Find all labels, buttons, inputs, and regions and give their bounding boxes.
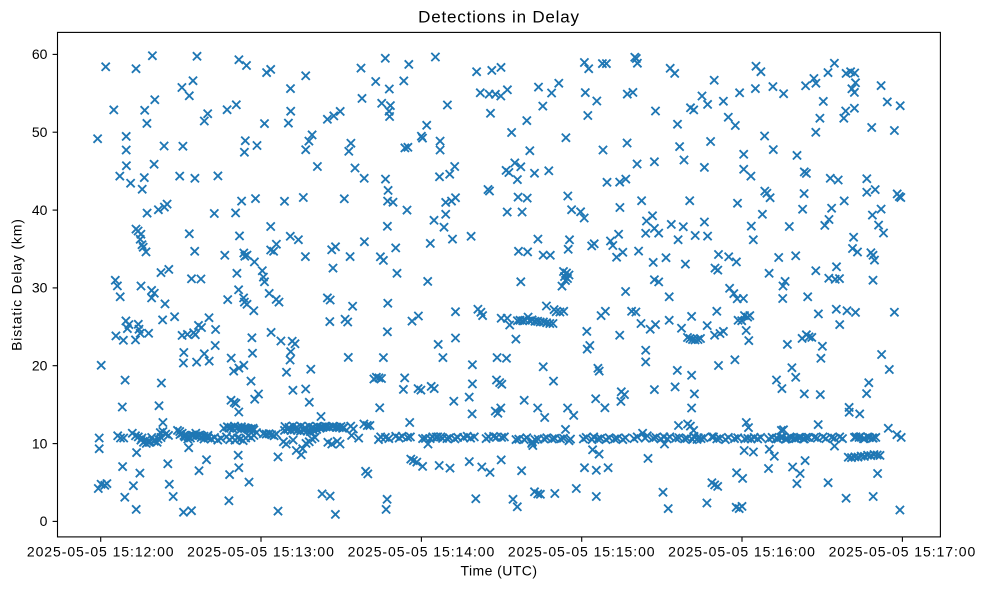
- svg-text:50: 50: [32, 124, 48, 140]
- svg-text:0: 0: [40, 513, 48, 529]
- svg-text:10: 10: [32, 435, 48, 451]
- svg-text:2025-05-05 15:16:00: 2025-05-05 15:16:00: [668, 544, 816, 560]
- svg-text:30: 30: [32, 280, 48, 296]
- svg-text:Bistatic Delay (km): Bistatic Delay (km): [9, 218, 25, 351]
- svg-text:20: 20: [32, 358, 48, 374]
- svg-text:40: 40: [32, 202, 48, 218]
- svg-text:Time (UTC): Time (UTC): [461, 562, 538, 578]
- svg-text:Detections in Delay: Detections in Delay: [418, 7, 580, 26]
- svg-text:2025-05-05 15:14:00: 2025-05-05 15:14:00: [348, 544, 496, 560]
- svg-text:2025-05-05 15:12:00: 2025-05-05 15:12:00: [27, 544, 175, 560]
- svg-text:2025-05-05 15:13:00: 2025-05-05 15:13:00: [187, 544, 335, 560]
- svg-text:2025-05-05 15:15:00: 2025-05-05 15:15:00: [508, 544, 656, 560]
- svg-text:60: 60: [32, 46, 48, 62]
- svg-text:2025-05-05 15:17:00: 2025-05-05 15:17:00: [829, 544, 977, 560]
